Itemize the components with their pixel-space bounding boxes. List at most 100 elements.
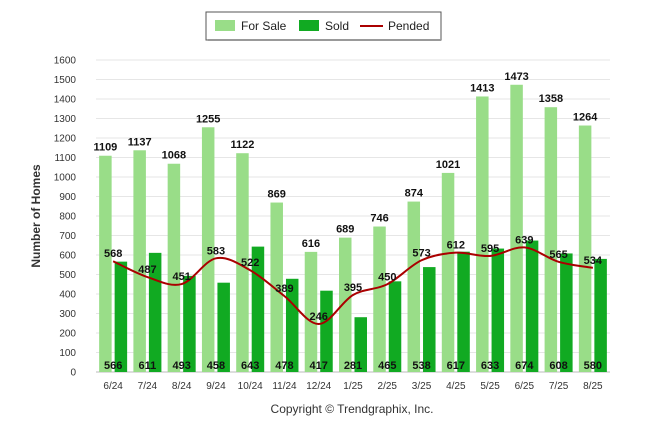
y-tick-label: 1300 [54, 114, 77, 125]
y-tick-label: 1500 [54, 75, 77, 86]
y-tick-label: 600 [59, 251, 76, 262]
y-tick-label: 400 [59, 290, 76, 301]
sold-value-label: 674 [515, 360, 534, 372]
bar-for-sale [510, 84, 523, 372]
for-sale-value-label: 689 [336, 224, 354, 236]
sold-value-label: 538 [412, 360, 430, 372]
legend: For Sale Sold Pended [205, 11, 442, 41]
gridlines [96, 59, 610, 373]
for-sale-value-label: 1109 [93, 142, 117, 154]
sold-value-label: 478 [275, 360, 293, 372]
bar-for-sale [476, 96, 489, 372]
for-sale-value-label: 1413 [470, 82, 494, 94]
bar-for-sale [304, 251, 318, 372]
pended-value-label: 395 [344, 282, 362, 294]
for-sale-value-label: 1137 [128, 136, 152, 148]
for-sale-value-label: 1473 [504, 71, 528, 83]
bar-sold [148, 252, 162, 372]
for-sale-value-label: 1264 [573, 112, 598, 124]
for-sale-value-label: 1068 [162, 150, 186, 162]
x-tick-label: 5/25 [480, 381, 500, 392]
bar-for-sale [167, 163, 181, 372]
x-tick-label: 6/25 [515, 381, 535, 392]
x-axis-ticks: 6/24 7/24 8/24 9/24 10/24 11/24 12/24 1/25 2/25 3… [103, 381, 603, 392]
pended-value-label: 522 [241, 257, 259, 269]
sold-value-label: 633 [481, 360, 499, 372]
y-tick-label: 1200 [54, 134, 77, 145]
bar-sold [388, 281, 402, 372]
bar-sold [457, 251, 470, 372]
bar-for-sale [544, 107, 558, 372]
y-tick-label: 900 [59, 192, 76, 203]
bar-for-sale [236, 153, 249, 372]
legend-label-sold: Sold [325, 19, 349, 33]
pended-value-label: 451 [172, 271, 190, 283]
copyright-text: Copyright © Trendgraphix, Inc. [271, 402, 434, 416]
sold-value-label: 580 [584, 360, 602, 372]
y-tick-label: 1100 [54, 153, 76, 164]
x-tick-label: 6/24 [103, 381, 123, 392]
sold-value-label: 281 [344, 360, 362, 372]
x-tick-label: 8/25 [583, 381, 603, 392]
sold-value-label: 493 [172, 360, 190, 372]
for-sale-value-label: 1122 [231, 139, 255, 151]
x-tick-label: 2/25 [378, 381, 398, 392]
y-tick-label: 1600 [54, 56, 77, 67]
for-sale-value-label: 1255 [196, 113, 220, 125]
pended-line [112, 246, 594, 326]
sold-value-label: 643 [241, 360, 259, 372]
for-sale-value-label: 1021 [436, 159, 460, 171]
bar-sold [525, 240, 539, 372]
x-tick-label: 1/25 [343, 381, 363, 392]
legend-swatch-for-sale [215, 20, 235, 31]
sold-value-label: 566 [104, 360, 122, 372]
x-tick-label: 9/24 [206, 381, 226, 392]
bar-for-sale [201, 127, 215, 373]
bar-for-sale [407, 201, 421, 372]
x-tick-label: 4/25 [446, 381, 466, 392]
bars [99, 84, 607, 373]
pended-value-label: 534 [584, 255, 603, 267]
bar-sold [491, 248, 505, 372]
legend-box [205, 11, 442, 41]
y-tick-label: 800 [59, 212, 76, 223]
legend-swatch-sold [299, 20, 319, 31]
sold-value-label: 465 [378, 360, 396, 372]
y-axis-title: Number of Homes [29, 164, 43, 268]
sold-value-label: 611 [139, 360, 157, 372]
y-tick-label: 500 [59, 270, 76, 281]
for-sale-value-label: 874 [405, 188, 424, 200]
x-tick-label: 12/24 [306, 381, 331, 392]
pended-value-label: 246 [310, 311, 328, 323]
pended-value-label: 583 [207, 245, 225, 257]
pended-line-path [112, 246, 594, 326]
bar-sold [354, 317, 367, 372]
y-tick-label: 200 [59, 329, 76, 340]
pended-value-label: 565 [549, 249, 567, 261]
pended-value-label: 612 [447, 240, 465, 252]
for-sale-value-label: 869 [268, 189, 286, 201]
x-tick-label: 7/25 [549, 381, 569, 392]
x-tick-label: 10/24 [238, 381, 263, 392]
for-sale-value-label: 746 [370, 213, 388, 225]
pended-value-label: 450 [378, 271, 396, 283]
for-sale-value-label: 616 [302, 238, 320, 250]
bar-sold [320, 290, 333, 372]
pended-value-label: 487 [138, 264, 156, 276]
bar-sold [183, 275, 196, 372]
bar-sold [594, 258, 607, 372]
bar-for-sale [441, 172, 455, 372]
y-tick-label: 300 [59, 309, 76, 320]
for-sale-value-label: 1358 [539, 93, 563, 105]
y-tick-label: 0 [70, 368, 76, 379]
x-tick-label: 3/25 [412, 381, 432, 392]
y-tick-label: 700 [59, 231, 76, 242]
x-tick-label: 8/24 [172, 381, 192, 392]
y-tick-label: 1400 [54, 95, 77, 106]
bar-for-sale [339, 237, 352, 372]
sold-value-label: 458 [207, 360, 225, 372]
bar-sold [423, 267, 436, 372]
bar-sold [114, 261, 128, 372]
